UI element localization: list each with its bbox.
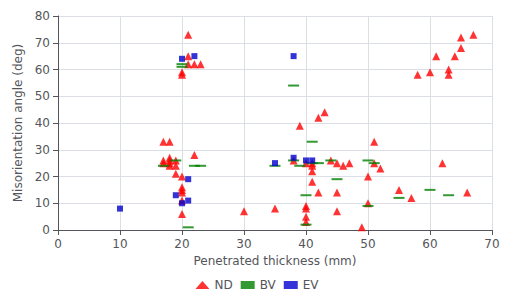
svg-text:30: 30 [35,143,50,157]
svg-text:60: 60 [35,63,50,77]
svg-text:20: 20 [35,170,50,184]
svg-text:Misorientation angle (deg): Misorientation angle (deg) [11,44,25,202]
svg-text:0: 0 [42,223,50,237]
svg-text:60: 60 [422,237,437,251]
svg-text:40: 40 [35,116,50,130]
svg-text:EV: EV [303,278,320,292]
svg-text:10: 10 [35,196,50,210]
svg-text:70: 70 [35,36,50,50]
svg-text:40: 40 [298,237,313,251]
svg-text:Penetrated thickness (mm): Penetrated thickness (mm) [194,254,357,268]
svg-text:BV: BV [260,278,277,292]
svg-text:70: 70 [484,237,499,251]
svg-text:10: 10 [112,237,127,251]
svg-text:50: 50 [360,237,375,251]
svg-text:20: 20 [174,237,189,251]
svg-text:50: 50 [35,89,50,103]
svg-text:0: 0 [54,237,62,251]
svg-text:80: 80 [35,9,50,23]
svg-text:30: 30 [236,237,251,251]
svg-text:ND: ND [214,278,232,292]
